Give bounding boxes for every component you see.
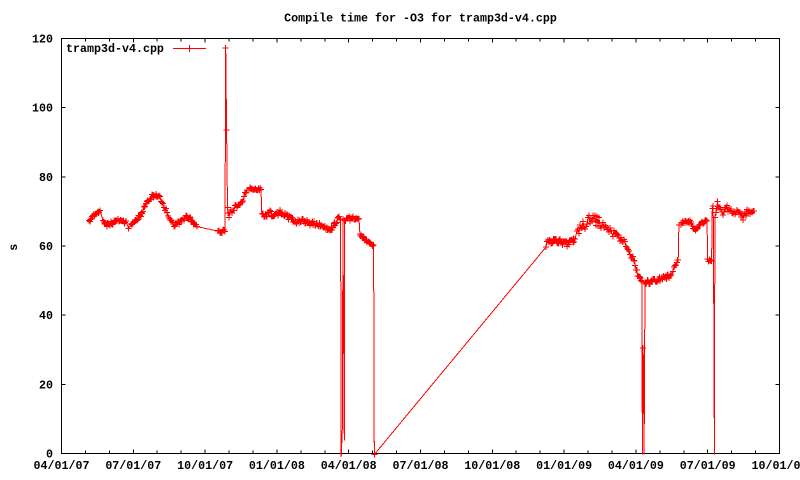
svg-text:04/01/08: 04/01/08 xyxy=(321,459,377,473)
svg-text:100: 100 xyxy=(32,102,53,116)
svg-text:0: 0 xyxy=(46,448,53,462)
svg-text:01/01/09: 01/01/09 xyxy=(536,459,592,473)
svg-text:80: 80 xyxy=(39,171,53,185)
svg-text:60: 60 xyxy=(39,240,53,254)
svg-text:04/01/09: 04/01/09 xyxy=(608,459,664,473)
svg-text:04/01/07: 04/01/07 xyxy=(34,459,90,473)
svg-text:01/01/08: 01/01/08 xyxy=(249,459,305,473)
svg-text:20: 20 xyxy=(39,378,53,392)
svg-text:10/01/07: 10/01/07 xyxy=(177,459,233,473)
svg-text:10/01/09: 10/01/09 xyxy=(752,459,800,473)
svg-text:40: 40 xyxy=(39,309,53,323)
svg-text:s: s xyxy=(7,244,21,251)
svg-text:10/01/08: 10/01/08 xyxy=(464,459,520,473)
svg-text:tramp3d-v4.cpp: tramp3d-v4.cpp xyxy=(66,42,164,56)
svg-text:07/01/09: 07/01/09 xyxy=(680,459,736,473)
svg-text:Compile time for -O3 for tramp: Compile time for -O3 for tramp3d-v4.cpp xyxy=(284,12,557,26)
svg-text:07/01/07: 07/01/07 xyxy=(105,459,161,473)
svg-text:120: 120 xyxy=(32,33,53,47)
svg-text:07/01/08: 07/01/08 xyxy=(393,459,449,473)
